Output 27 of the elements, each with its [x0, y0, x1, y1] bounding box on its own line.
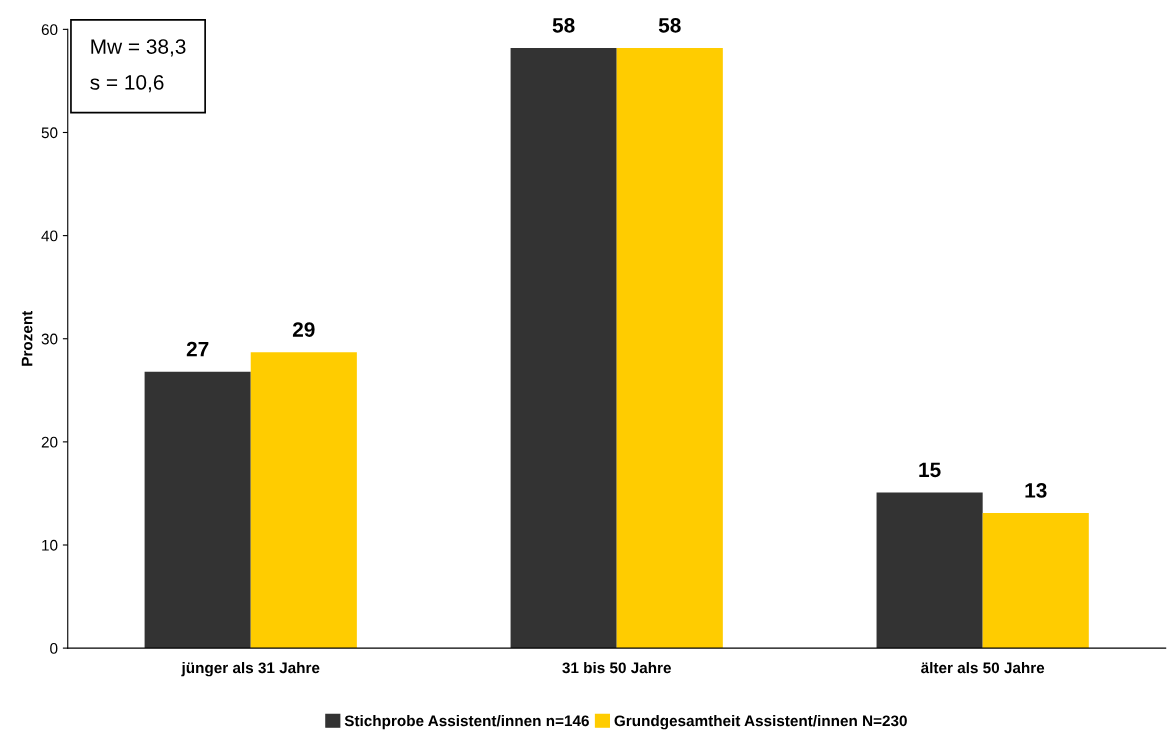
annotation: Mw = 38,3 — [91, 39, 186, 57]
bar — [510, 47, 617, 649]
bar — [250, 352, 357, 649]
y-tick-label: 60 — [41, 24, 58, 36]
bar — [144, 371, 251, 649]
data-label: 27 — [186, 341, 209, 357]
data-label: 13 — [1025, 483, 1047, 498]
x-tick-label: älter als 50 Jahre — [921, 662, 1045, 674]
x-tick-label: jünger als 31 Jahre — [181, 662, 320, 677]
data-label: 15 — [919, 462, 941, 478]
y-tick-label: 30 — [41, 333, 58, 345]
y-tick-label: 40 — [41, 230, 58, 242]
bar — [982, 513, 1089, 649]
y-tick-label: 10 — [42, 539, 58, 551]
legend-label: Grundgesamtheit Assistent/innen N=230 — [614, 715, 907, 730]
y-axis-title: Prozent — [21, 310, 33, 366]
annotation: s = 10,6 — [90, 75, 164, 93]
y-tick-label: 20 — [41, 436, 58, 448]
y-tick-label: 50 — [41, 127, 58, 139]
data-label: 58 — [552, 17, 575, 33]
bar — [876, 492, 983, 649]
data-label: 58 — [658, 17, 681, 33]
legend-label: Stichprobe Assistent/innen n=146 — [344, 715, 589, 730]
bar — [616, 47, 723, 649]
y-tick-label: 0 — [50, 642, 58, 654]
data-label: 29 — [292, 322, 315, 337]
x-tick-label: 31 bis 50 Jahre — [562, 662, 671, 674]
